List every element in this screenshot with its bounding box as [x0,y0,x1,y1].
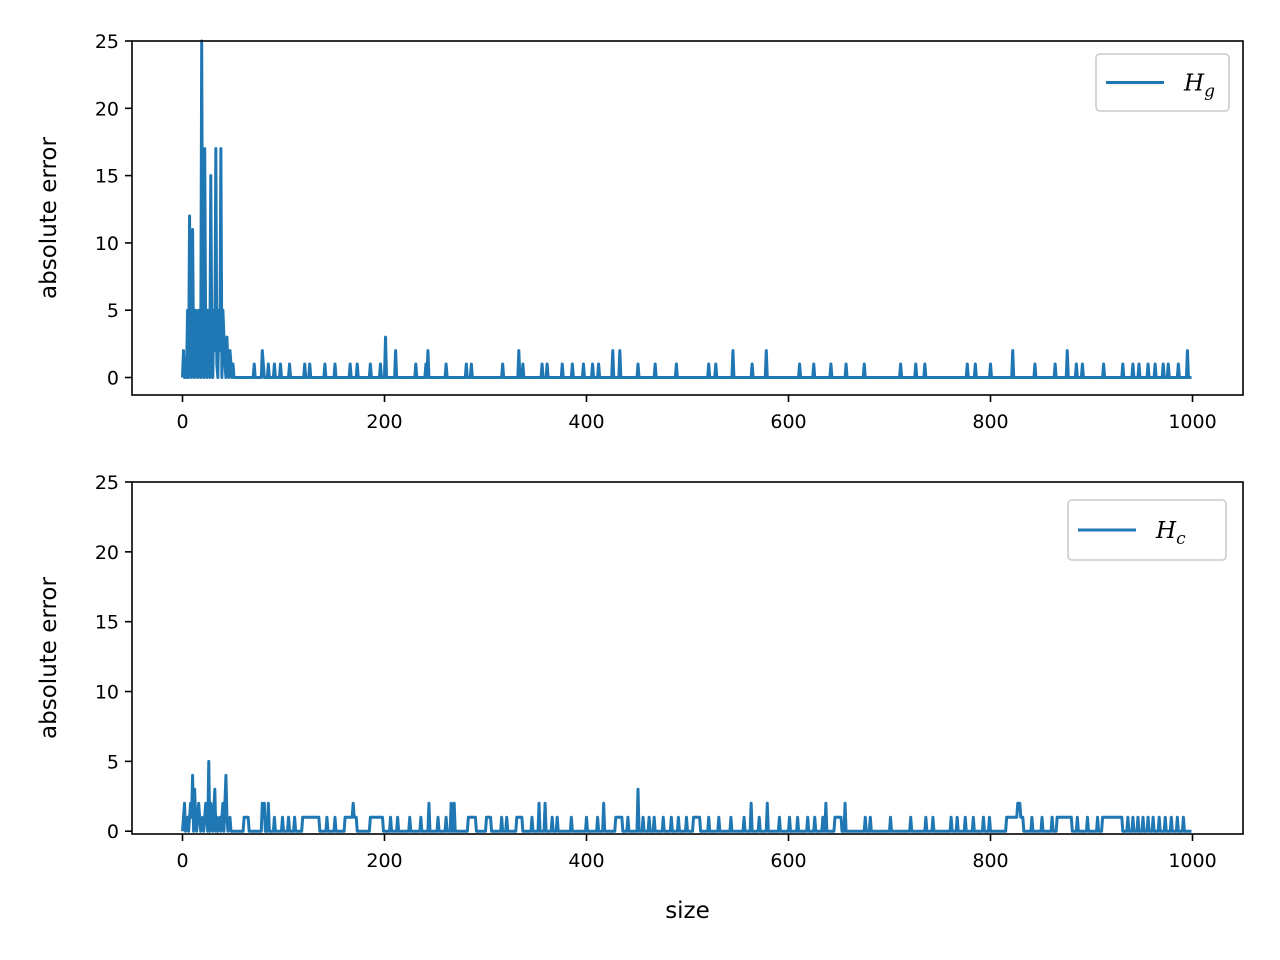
x-tick-label: 1000 [1168,850,1216,872]
x-tick-label: 800 [972,850,1008,872]
bottom-subplot: 0 200 400 600 800 1000 0 5 10 15 20 25 absolute erro… [36,472,1244,924]
y-tick-label: 0 [107,368,119,390]
y-tick-label: 20 [95,98,119,120]
x-tick-label: 600 [770,850,806,872]
x-tick-label: 1000 [1168,411,1216,433]
y-tick-label: 25 [95,31,119,53]
x-tick-label: 600 [770,411,806,433]
y-tick-label: 20 [95,542,119,564]
y-tick-label: 10 [95,682,119,704]
legend-box [1067,499,1227,561]
y-axis-label: absolute error [36,137,62,299]
legend: Hg [1095,53,1230,112]
legend-label: Hc [1155,518,1186,549]
y-tick-label: 5 [107,751,119,773]
x-tick-label: 0 [176,411,188,433]
legend: Hc [1067,499,1227,561]
x-tick-label: 0 [176,850,188,872]
y-tick-label: 5 [107,300,119,322]
series-line-Hc [181,759,1192,833]
x-axis-label: size [665,898,710,924]
series-line-Hg [181,39,1192,379]
y-tick-label: 0 [107,821,119,843]
top-subplot: 0 200 400 600 800 1000 0 5 10 15 20 25 absolute erro… [36,31,1244,433]
legend-label: Hg [1183,71,1215,102]
y-axis-label: absolute error [36,577,62,739]
y-tick-label: 10 [95,233,119,255]
x-tick-label: 200 [366,411,402,433]
y-tick-label: 15 [95,612,119,634]
x-tick-label: 800 [972,411,1008,433]
y-tick-label: 15 [95,166,119,188]
x-tick-label: 200 [366,850,402,872]
axes-frame [131,481,1244,835]
x-tick-label: 400 [568,411,604,433]
axes-frame [131,40,1244,396]
x-tick-label: 400 [568,850,604,872]
y-tick-label: 25 [95,472,119,494]
